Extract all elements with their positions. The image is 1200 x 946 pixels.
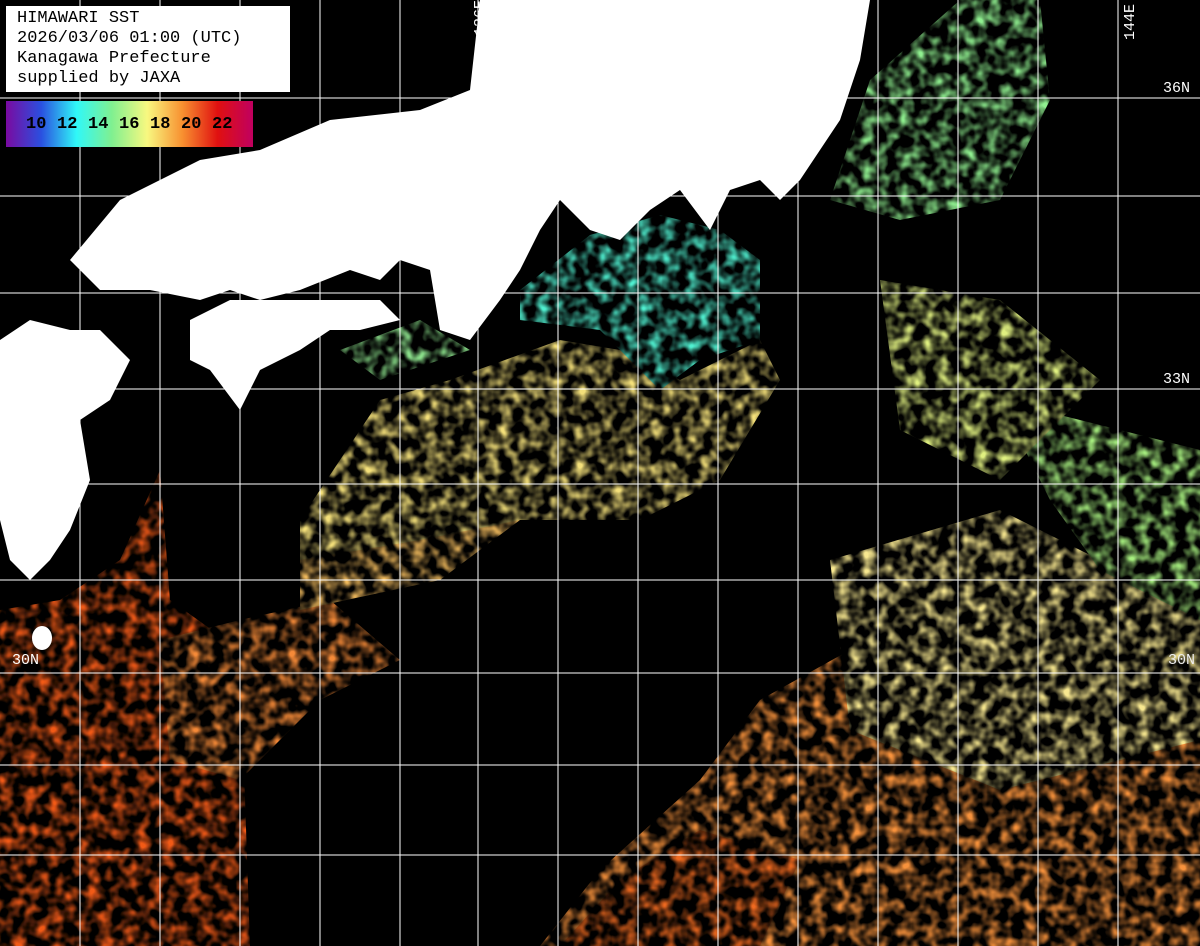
legend-tick: 16 xyxy=(119,114,140,134)
legend-tick: 18 xyxy=(150,114,171,134)
lon-label-136e: 136E xyxy=(472,0,489,36)
legend-tick: 20 xyxy=(181,114,202,134)
lat-label-30n-right: 30N xyxy=(1168,652,1196,669)
sst-cyan-coast xyxy=(520,215,760,390)
sst-kuroshio-band-orange xyxy=(300,520,520,610)
lon-label-144e: 144E xyxy=(1122,3,1139,40)
land-layer xyxy=(0,0,870,650)
credit: supplied by JAXA xyxy=(17,69,181,88)
title: HIMAWARI SST xyxy=(17,9,140,28)
legend-tick: 12 xyxy=(57,114,78,134)
sst-warm-west-patches xyxy=(160,600,400,780)
legend-tick: 22 xyxy=(212,114,233,134)
land-tanegashima xyxy=(32,626,52,650)
legend-tick: 14 xyxy=(88,114,109,134)
sst-green-shikoku xyxy=(340,320,470,380)
land-kyushu xyxy=(0,320,130,580)
sst-kuroshio-band xyxy=(300,340,780,600)
color-legend: 10 12 14 16 18 20 22 xyxy=(6,101,253,147)
sst-yellowgreen-mid xyxy=(880,280,1100,480)
lat-label-36n: 36N xyxy=(1163,80,1191,97)
sst-green-east xyxy=(1000,400,1200,620)
sst-warm-southwest xyxy=(0,470,250,946)
sst-green-northeast xyxy=(830,0,1050,220)
lat-label-33n: 33N xyxy=(1163,371,1191,388)
timestamp: 2026/03/06 01:00 (UTC) xyxy=(17,29,242,48)
region: Kanagawa Prefecture xyxy=(17,49,211,68)
lat-label-33-left: 33 xyxy=(12,371,31,388)
sst-warm-south-deep xyxy=(560,830,800,946)
land-shikoku xyxy=(190,300,400,410)
info-box: HIMAWARI SST 2026/03/06 01:00 (UTC) Kana… xyxy=(6,6,290,92)
legend-tick: 10 xyxy=(26,114,47,134)
land-honshu xyxy=(70,0,870,340)
lat-label-30n-left: 30N xyxy=(12,652,40,669)
